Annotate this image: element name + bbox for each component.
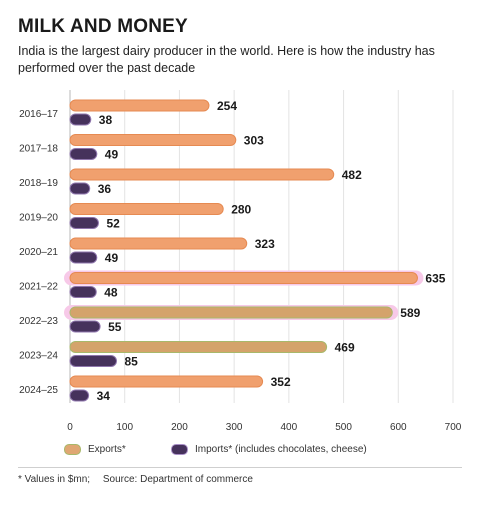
bar-imports [69,251,98,264]
category-label: 2019–20 [19,213,58,224]
category-label: 2020–21 [19,247,58,258]
x-tick-label: 100 [116,422,133,433]
x-tick-label: 200 [171,422,188,433]
data-label-exports: 469 [335,341,355,355]
legend-swatch-exports [64,444,81,455]
source-note: Source: Department of commerce [102,474,253,485]
category-label: 2016–17 [19,109,58,120]
category-label: 2023–24 [19,351,58,362]
legend: Exports* Imports* (includes chocolates, … [0,444,480,460]
category-label: 2022–23 [19,316,58,327]
bar-exports [69,168,335,181]
data-label-exports: 352 [271,375,291,389]
data-label-imports: 52 [106,217,120,231]
legend-label-exports: Exports* [88,444,126,455]
category-label: 2021–22 [19,282,58,293]
data-label-imports: 36 [98,182,112,196]
x-tick-label: 700 [445,422,462,433]
bar-imports [69,217,99,229]
data-label-exports: 589 [400,306,420,320]
bar-exports [69,306,393,319]
x-tick-label: 400 [281,422,298,433]
bar-exports [69,375,264,388]
bar-imports [69,182,91,195]
data-label-exports: 303 [244,134,264,148]
bar-exports [69,203,224,215]
footnote: * Values in $mn; Source: Department of c… [18,474,263,485]
data-label-imports: 34 [97,389,111,403]
bar-imports [69,355,118,367]
legend-label-imports: Imports* (includes chocolates, cheese) [195,444,367,455]
bar-exports [69,99,210,112]
bar-imports [69,148,98,160]
x-tick-label: 300 [226,422,243,433]
data-label-imports: 49 [105,148,119,162]
unit-note: * Values in $mn; [18,474,91,485]
data-label-imports: 49 [105,251,119,265]
x-tick-label: 600 [390,422,407,433]
data-label-exports: 482 [342,168,362,182]
data-label-imports: 55 [108,320,122,334]
data-label-exports: 254 [217,99,237,113]
x-tick-label: 0 [67,422,73,433]
bar-exports [69,237,248,250]
bar-imports [69,320,101,333]
category-label: 2024–25 [19,385,58,396]
bar-exports [69,341,328,353]
legend-item-exports: Exports* [64,444,126,455]
bar-exports [69,134,237,146]
bar-imports [69,286,97,298]
category-label: 2018–19 [19,178,58,189]
data-label-exports: 635 [425,272,445,286]
data-label-exports: 280 [231,203,251,217]
category-label: 2017–18 [19,144,58,155]
chart-title: MILK AND MONEY [18,16,188,37]
x-tick-label: 500 [335,422,352,433]
data-label-imports: 38 [99,113,113,127]
bar-imports [69,389,90,402]
legend-swatch-imports [171,444,188,455]
data-label-exports: 323 [255,237,275,251]
data-label-imports: 48 [104,286,118,300]
bar-imports [69,113,92,126]
footer-divider [18,467,462,468]
legend-item-imports: Imports* (includes chocolates, cheese) [171,444,367,455]
chart-subtitle: India is the largest dairy producer in t… [18,44,435,75]
bar-exports [69,272,418,284]
data-label-imports: 85 [125,355,139,369]
